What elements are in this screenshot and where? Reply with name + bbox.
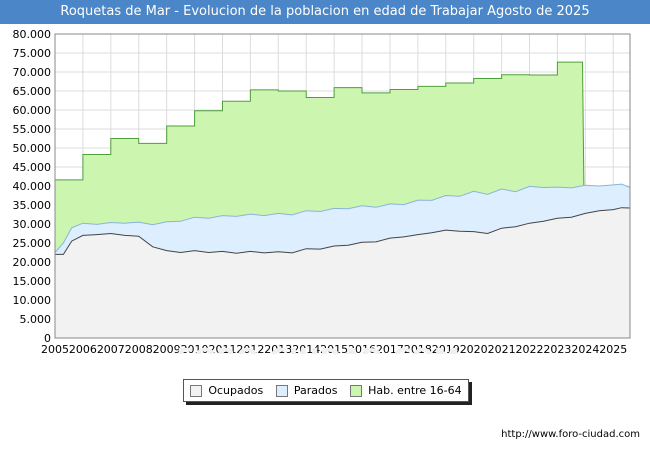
- y-tick-label: 30.000: [13, 218, 52, 231]
- legend-swatch-parados: [275, 384, 288, 397]
- x-tick-label: 2014: [292, 343, 320, 354]
- x-tick-label: 2008: [125, 343, 153, 354]
- y-tick-label: 75.000: [13, 47, 52, 60]
- x-tick-label: 2010: [181, 343, 209, 354]
- y-tick-label: 65.000: [13, 85, 52, 98]
- x-tick-label: 2009: [153, 343, 181, 354]
- y-tick-label: 25.000: [13, 237, 52, 250]
- legend-item-parados: Parados: [275, 384, 338, 397]
- x-tick-label: 2006: [69, 343, 97, 354]
- watermark-text: FORO-CIUDAD.COM: [176, 344, 459, 354]
- x-tick-label: 2011: [208, 343, 236, 354]
- legend-swatch-hab: [350, 384, 363, 397]
- legend-swatch-ocupados: [190, 384, 203, 397]
- y-tick-label: 55.000: [13, 123, 52, 136]
- line-ocupados: [55, 207, 631, 255]
- x-tick-label: 2025: [599, 343, 627, 354]
- x-axis: 2005 2006 2007 2008 2009 2010 2011 2012 2013 2014…: [41, 343, 627, 354]
- y-tick-label: 45.000: [13, 161, 52, 174]
- y-tick-label: 35.000: [13, 199, 52, 212]
- area-chart: 0 5.000 10.000 15.000 20.000 25.000 30.000 35.0…: [13, 28, 631, 354]
- y-tick-label: 50.000: [13, 142, 52, 155]
- source-link[interactable]: http://www.foro-ciudad.com: [501, 429, 640, 440]
- y-tick-label: 40.000: [13, 180, 52, 193]
- x-tick-label: 2018: [404, 343, 432, 354]
- y-tick-label: 5.000: [20, 313, 52, 326]
- y-tick-label: 60.000: [13, 104, 52, 117]
- y-tick-label: 0: [44, 332, 51, 345]
- series-areas: [54, 33, 631, 339]
- y-tick-label: 20.000: [13, 256, 52, 269]
- y-tick-label: 80.000: [13, 28, 52, 41]
- legend-item-ocupados: Ocupados: [190, 384, 263, 397]
- y-axis: 0 5.000 10.000 15.000 20.000 25.000 30.000 35.0…: [13, 28, 52, 345]
- x-tick-label: 2024: [571, 343, 599, 354]
- x-tick-label: 2012: [236, 343, 264, 354]
- legend: Ocupados Parados Hab. entre 16-64: [183, 379, 469, 402]
- x-tick-label: 2020: [460, 343, 488, 354]
- y-tick-label: 15.000: [13, 275, 52, 288]
- chart-title: Roquetas de Mar - Evolucion de la poblac…: [0, 0, 650, 24]
- x-tick-label: 2021: [488, 343, 516, 354]
- x-tick-label: 2015: [320, 343, 348, 354]
- x-tick-label: 2017: [376, 343, 404, 354]
- legend-label-parados: Parados: [293, 384, 338, 397]
- legend-label-ocupados: Ocupados: [208, 384, 264, 397]
- plot-frame: [54, 33, 631, 339]
- legend-item-hab: Hab. entre 16-64: [350, 384, 462, 397]
- line-hab: [55, 61, 585, 188]
- x-tick-label: 2022: [516, 343, 544, 354]
- legend-label-hab: Hab. entre 16-64: [368, 384, 462, 397]
- area-ocupados: [55, 207, 630, 338]
- y-tick-label: 70.000: [13, 66, 52, 79]
- x-tick-label: 2023: [543, 343, 571, 354]
- line-parados: [54, 183, 631, 253]
- x-tick-label: 2007: [97, 343, 125, 354]
- x-tick-label: 2013: [264, 343, 292, 354]
- y-tick-label: 10.000: [13, 294, 52, 307]
- x-tick-label: 2019: [432, 343, 460, 354]
- x-tick-label: 2016: [348, 343, 376, 354]
- x-tick-label: 2005: [41, 343, 69, 354]
